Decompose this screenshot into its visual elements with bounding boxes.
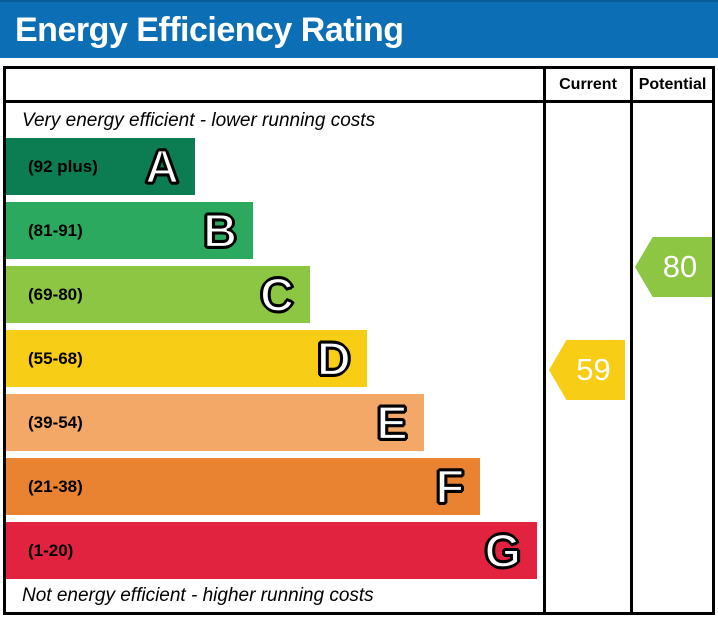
band-d-range-label: (55-68) bbox=[28, 348, 83, 368]
band-f-letter: F bbox=[434, 460, 465, 513]
band-e-range-label: (39-54) bbox=[28, 412, 83, 432]
band-d-letter: D bbox=[316, 332, 352, 385]
current-rating-marker: 59 bbox=[549, 340, 625, 400]
band-f-bar: (21-38) F bbox=[6, 458, 481, 515]
current-column: 59 bbox=[543, 103, 630, 612]
header-spacer-cell bbox=[6, 69, 543, 100]
band-e-letter: E bbox=[375, 396, 409, 449]
band-b-bar: (81-91) B bbox=[6, 202, 254, 259]
band-row-e: (39-54) E bbox=[6, 394, 543, 451]
table-header-row: Current Potential bbox=[6, 69, 712, 103]
energy-rating-table: Current Potential Very energy efficient … bbox=[3, 66, 715, 615]
potential-rating-marker: 80 bbox=[635, 237, 712, 297]
band-b-letter: B bbox=[202, 204, 238, 257]
band-g-range-label: (1-20) bbox=[28, 540, 74, 560]
title-bar: Energy Efficiency Rating bbox=[0, 0, 718, 58]
current-rating-value: 59 bbox=[576, 352, 611, 387]
band-row-c: (69-80) C bbox=[6, 266, 543, 323]
bottom-note: Not energy efficient - higher running co… bbox=[22, 584, 374, 606]
band-e-bar: (39-54) E bbox=[6, 394, 424, 451]
band-c-bar: (69-80) C bbox=[6, 266, 310, 323]
band-a-range-label: (92 plus) bbox=[28, 156, 98, 176]
column-header-potential: Potential bbox=[630, 69, 712, 100]
band-d-bar: (55-68) D bbox=[6, 330, 367, 387]
band-c-letter: C bbox=[259, 268, 295, 321]
band-f-range-label: (21-38) bbox=[28, 476, 83, 496]
band-row-f: (21-38) F bbox=[6, 458, 543, 515]
band-c-range-label: (69-80) bbox=[28, 284, 83, 304]
rating-band-chart: Very energy efficient - lower running co… bbox=[6, 103, 543, 612]
top-note: Very energy efficient - lower running co… bbox=[22, 109, 376, 131]
rating-bands: (92 plus) A (81-91) B (69-80) C (55-68) D (39-54… bbox=[6, 138, 543, 579]
band-a-letter: A bbox=[144, 140, 180, 193]
band-row-b: (81-91) B bbox=[6, 202, 543, 259]
band-row-a: (92 plus) A bbox=[6, 138, 543, 195]
band-g-bar: (1-20) G bbox=[6, 522, 538, 579]
potential-column: 80 bbox=[630, 103, 712, 612]
band-g-letter: G bbox=[483, 524, 522, 577]
page-title: Energy Efficiency Rating bbox=[15, 10, 404, 49]
column-header-current: Current bbox=[543, 69, 630, 100]
table-body: Very energy efficient - lower running co… bbox=[6, 103, 712, 612]
band-b-range-label: (81-91) bbox=[28, 220, 83, 240]
band-a-bar: (92 plus) A bbox=[6, 138, 196, 195]
band-row-d: (55-68) D bbox=[6, 330, 543, 387]
potential-rating-value: 80 bbox=[662, 249, 698, 284]
band-row-g: (1-20) G bbox=[6, 522, 543, 579]
